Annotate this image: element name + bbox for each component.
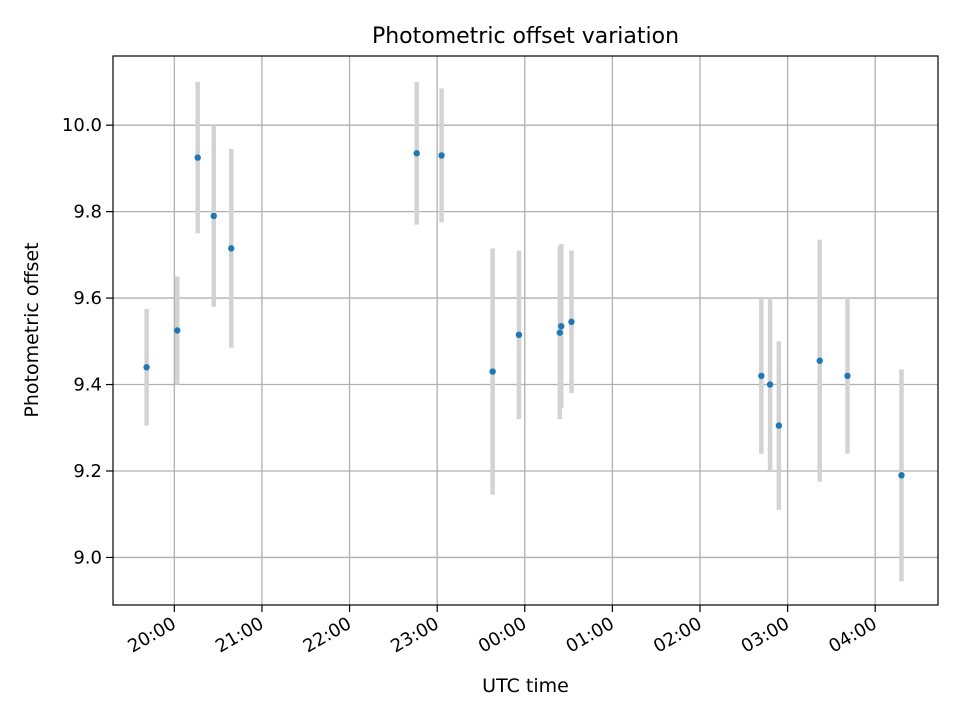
data-points xyxy=(143,150,905,479)
y-axis-label: Photometric offset xyxy=(21,242,43,417)
y-tick-label: 10.0 xyxy=(62,115,102,136)
data-point xyxy=(194,154,201,161)
data-point xyxy=(228,245,235,252)
data-point xyxy=(758,372,765,380)
data-point xyxy=(515,331,523,339)
data-point xyxy=(438,152,445,159)
data-point xyxy=(174,327,181,334)
data-point xyxy=(816,357,823,364)
plot-area-frame xyxy=(112,55,939,606)
data-point xyxy=(558,322,565,330)
y-tick-label: 9.4 xyxy=(73,375,102,396)
x-axis-label: UTC time xyxy=(482,675,569,697)
data-point xyxy=(413,150,420,157)
data-point xyxy=(766,381,774,388)
y-tick-label: 9.2 xyxy=(73,461,102,482)
data-point xyxy=(210,212,217,220)
y-tick-label: 9.6 xyxy=(73,288,102,309)
y-tick-label: 9.8 xyxy=(73,202,102,223)
y-tick-label: 9.0 xyxy=(73,547,102,568)
data-point xyxy=(568,318,575,326)
data-point xyxy=(898,472,905,479)
grid xyxy=(113,56,938,605)
data-point xyxy=(844,372,851,380)
data-point xyxy=(143,364,150,371)
data-point xyxy=(489,368,496,375)
chart-title: Photometric offset variation xyxy=(372,24,679,49)
y-axis-ticks: 9.0 9.2 9.4 9.6 9.8 10.0 xyxy=(62,115,113,568)
data-point xyxy=(556,329,564,336)
data-point xyxy=(775,422,783,429)
